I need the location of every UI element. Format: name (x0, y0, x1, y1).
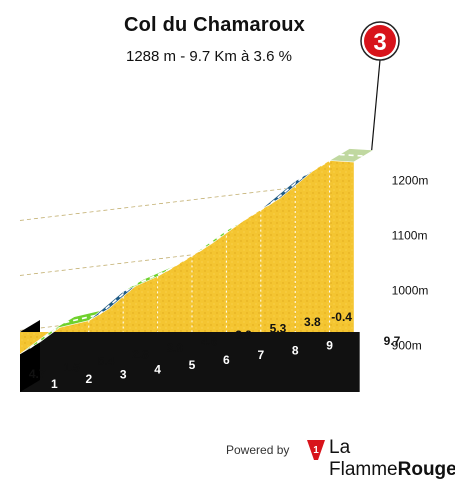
profile-base-side (20, 320, 40, 392)
km-marker: 6 (223, 353, 230, 367)
profile-body (20, 160, 360, 392)
gradient-centerline (29, 322, 65, 349)
elevation-profile-chart: 4.7 1.5 5.4 2.8 3.9 4.6 3.9 5.3 3.8 -0.4 1 2 3 4 5 6 7 8… (19, 21, 429, 392)
gradient-centerline (304, 153, 341, 176)
profile-base-band (20, 332, 360, 372)
gradient-label: 5.4 (98, 354, 115, 368)
badge-inner (364, 25, 396, 57)
altitude-tick-label: 1000m (392, 283, 429, 297)
page-title: Col du Chamaroux (124, 14, 305, 36)
km-marker: 5 (189, 358, 196, 372)
flamme-rouge-logo-icon[interactable]: 1 (305, 438, 327, 462)
gradient-label: 3.9 (235, 328, 252, 342)
km-marker: 7 (257, 348, 264, 362)
km-marker: 1 (51, 377, 58, 391)
summit-pin (371, 59, 381, 151)
altitude-tick-label: 900m (392, 338, 422, 352)
distance-end-label: 9.7 (384, 334, 401, 348)
gradient-band (19, 148, 375, 355)
km-marker: 2 (85, 372, 92, 386)
brand-light: La Flamme (329, 437, 398, 480)
gradient-centerline (98, 284, 134, 316)
gradient-centerline (167, 248, 203, 272)
km-markers: 1 2 3 4 5 6 7 8 9 9.7 (51, 334, 401, 391)
gradient-label: 3.8 (304, 315, 321, 329)
gradient-centerline (64, 313, 99, 324)
gradient-label: 4.6 (201, 335, 218, 349)
gradient-centerline (201, 223, 237, 251)
gradient-label: 4.7 (29, 367, 46, 381)
brand-name[interactable]: La FlammeRouge (329, 437, 455, 481)
km-marker: 3 (120, 367, 127, 381)
brand-bold: Rouge (397, 459, 455, 480)
powered-by-text: Powered by (226, 443, 290, 457)
profile-face-upper (20, 160, 354, 354)
gradient-labels: 4.7 1.5 5.4 2.8 3.9 4.6 3.9 5.3 3.8 -0.4 (29, 310, 352, 381)
gradient-centerline (235, 202, 272, 226)
category-number: 3 (373, 29, 386, 56)
km-marker: 8 (292, 343, 299, 357)
gradient-centerline (270, 174, 306, 205)
gradient-label: 1.5 (63, 361, 80, 375)
gradient-label: 3.9 (166, 341, 183, 355)
climb-subtitle: 1288 m - 9.7 Km à 3.6 % (126, 48, 292, 65)
gradient-label: 5.3 (270, 322, 287, 336)
altitude-tick-label: 1200m (392, 173, 429, 187)
altitude-tick-label: 1100m (392, 228, 428, 242)
category-badge: 3 (360, 21, 400, 151)
km-marker: 9 (326, 339, 333, 353)
gradient-label: -0.4 (331, 310, 352, 324)
km-marker: 4 (154, 363, 161, 377)
gradient-centerline (339, 153, 364, 157)
gradient-label: 2.8 (132, 348, 149, 362)
gradient-centerline (132, 269, 168, 287)
km-dividers (53, 160, 331, 332)
profile-base-strip (20, 372, 360, 392)
logo-number: 1 (313, 445, 319, 456)
altitude-axis: 900m 1000m 1100m 1200m (392, 173, 429, 352)
